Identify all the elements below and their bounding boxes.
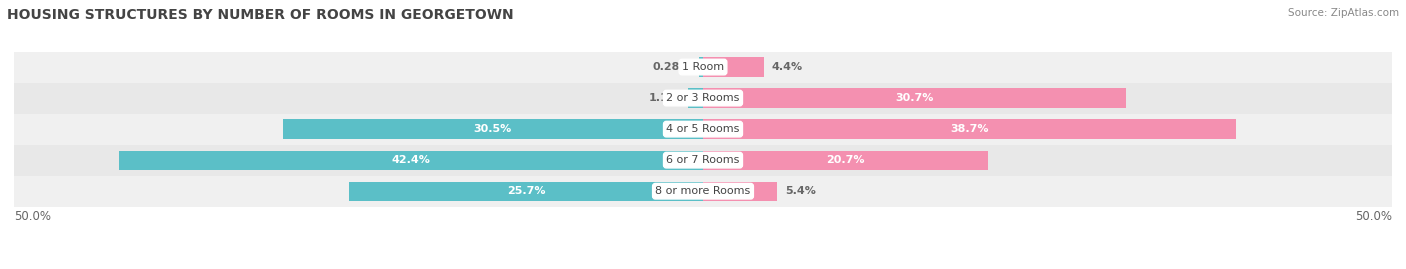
Text: HOUSING STRUCTURES BY NUMBER OF ROOMS IN GEORGETOWN: HOUSING STRUCTURES BY NUMBER OF ROOMS IN… xyxy=(7,8,513,22)
Text: 6 or 7 Rooms: 6 or 7 Rooms xyxy=(666,155,740,165)
Text: 4.4%: 4.4% xyxy=(772,62,803,72)
Bar xyxy=(703,119,1236,139)
Text: 30.7%: 30.7% xyxy=(896,93,934,103)
Text: 1 Room: 1 Room xyxy=(682,62,724,72)
Bar xyxy=(14,83,1392,114)
Text: 0.28%: 0.28% xyxy=(652,62,690,72)
Text: 5.4%: 5.4% xyxy=(786,186,817,196)
Bar xyxy=(349,182,703,201)
Bar xyxy=(699,57,703,77)
Bar xyxy=(14,52,1392,83)
Bar xyxy=(14,176,1392,207)
Text: 30.5%: 30.5% xyxy=(474,124,512,134)
Text: 38.7%: 38.7% xyxy=(950,124,988,134)
Text: 4 or 5 Rooms: 4 or 5 Rooms xyxy=(666,124,740,134)
Bar xyxy=(118,151,703,170)
Bar xyxy=(703,57,763,77)
Bar xyxy=(703,182,778,201)
Bar xyxy=(703,89,1126,108)
Text: 1.1%: 1.1% xyxy=(648,93,679,103)
Bar xyxy=(14,145,1392,176)
Text: 50.0%: 50.0% xyxy=(1355,210,1392,223)
Text: 25.7%: 25.7% xyxy=(506,186,546,196)
Bar xyxy=(703,151,988,170)
Text: 42.4%: 42.4% xyxy=(391,155,430,165)
Text: Source: ZipAtlas.com: Source: ZipAtlas.com xyxy=(1288,8,1399,18)
Text: 2 or 3 Rooms: 2 or 3 Rooms xyxy=(666,93,740,103)
Text: 20.7%: 20.7% xyxy=(827,155,865,165)
Bar xyxy=(14,114,1392,145)
Text: 50.0%: 50.0% xyxy=(14,210,51,223)
Bar xyxy=(688,89,703,108)
Text: 8 or more Rooms: 8 or more Rooms xyxy=(655,186,751,196)
Bar xyxy=(283,119,703,139)
